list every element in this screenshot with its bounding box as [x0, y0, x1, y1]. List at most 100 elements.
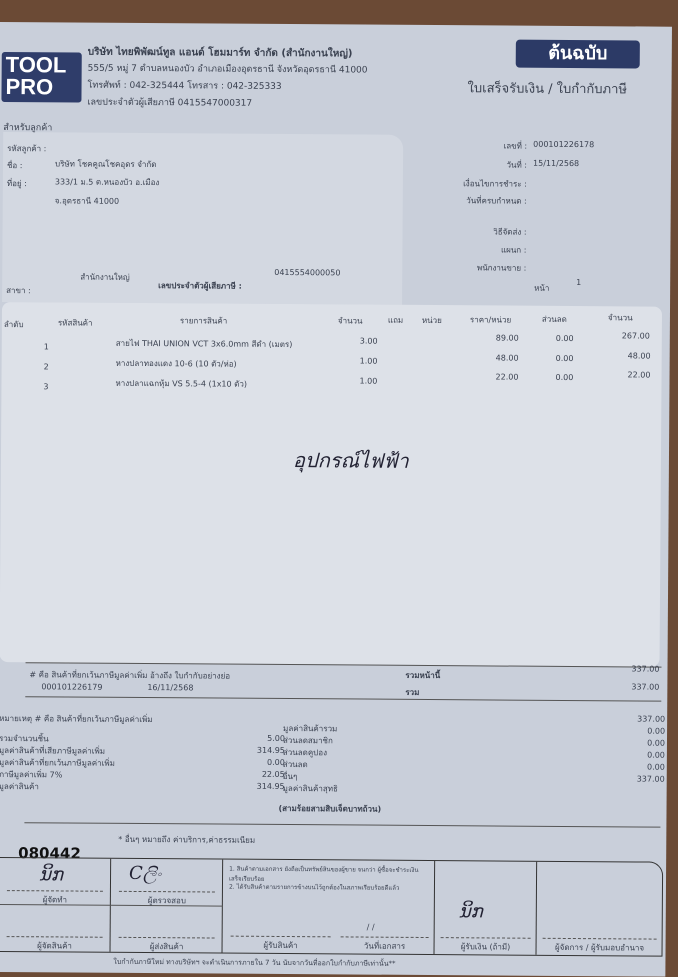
row-desc: หางปลาแฉกหุ้ม VS 5.5-4 (1x10 ตัว)	[115, 378, 248, 389]
summary-row: มูลค่าสินค้ารวม 337.00	[0, 22, 672, 733]
row-desc: หางปลาทองแดง 10-6 (10 ตัว/ห่อ)	[115, 358, 237, 369]
summary-row: รวมจำนวนชิ้น 5.00	[0, 22, 672, 743]
col-unit: หน่วย	[421, 315, 442, 326]
summary-row: ส่วนลดคูปอง 0.00	[0, 22, 672, 758]
summary-row: มูลค่าสินค้าสุทธิ 337.00	[0, 22, 672, 793]
row-discount: 0.00	[555, 353, 574, 364]
cashier: ผู้รับเงิน (ถ้ามี)	[440, 937, 531, 954]
page-number: 1	[576, 278, 582, 288]
exempt-note: # คือ สินค้าที่ยกเว้นภาษีมูลค่าเพิ่ม อ้า…	[29, 670, 231, 681]
checked-by: ผู้ตรวจสอบ	[118, 890, 215, 908]
summary-value: 0.00	[647, 726, 666, 736]
signature-box: ผู้จัดทำ ผู้ตรวจสอบ ผู้จัดสินค้า ผู้ส่งส…	[0, 857, 664, 957]
doc-title: ใบเสร็จรับเงิน / ใบกำกับภาษี	[467, 81, 628, 98]
col-price: ราคา/หน่วย	[469, 315, 512, 325]
col-free: แถม	[387, 315, 404, 325]
row-no: 2	[43, 362, 49, 372]
customer-address-label: ที่อยู่ :	[6, 179, 27, 189]
prepared-by: ผู้จัดทำ	[6, 890, 103, 907]
table-row: 2 หางปลาทองแดง 10-6 (10 ตัว/ห่อ) 1.00 48…	[0, 22, 672, 371]
handwritten-note: อุปกรณ์ไฟฟ้า	[292, 448, 409, 473]
summary-value: 0.00	[647, 750, 665, 760]
row-discount: 0.00	[555, 372, 574, 383]
picker: ผู้จัดสินค้า	[6, 936, 103, 953]
doc-no-label: เลขที่ :	[503, 141, 528, 151]
terms-label: เงื่อนไขการชำระ :	[463, 179, 527, 189]
customer-address-1: 333/1 ม.5 ต.หนองบัว อ.เมือง	[54, 177, 160, 188]
summary-value: 0.00	[646, 762, 665, 772]
summary-value: 337.00	[637, 714, 666, 724]
ref-no: 000101226179	[41, 682, 103, 692]
company-address: 555/5 หมู่ 7 ตำบลหนองบัว อำเภอเมืองอุดรธ…	[87, 63, 368, 76]
dept-label: แผนก :	[500, 245, 527, 255]
company-name: บริษัท ไทยพิพัฒน์ทูล แอนด์ โฮมมาร์ท จำกั…	[87, 46, 353, 60]
other-note: * อื่นๆ หมายถึง ค่าบริการ,ค่าธรรมเนียม	[118, 834, 256, 845]
col-no: ลำดับ	[3, 320, 24, 330]
summary-row: มูลค่าสินค้าที่ยกเว้นภาษีมูลค่าเพิ่ม 0.00	[0, 22, 672, 768]
row-no: 1	[43, 342, 49, 352]
due-label: วันที่ครบกำหนด :	[466, 196, 527, 206]
summary-row: ภาษีมูลค่าเพิ่ม 7% 22.05	[0, 22, 672, 780]
page-total: 337.00	[631, 664, 660, 674]
table-row: 3 หางปลาแฉกหุ้ม VS 5.5-4 (1x10 ตัว) 1.00…	[0, 22, 672, 391]
col-desc: รายการสินค้า	[179, 316, 228, 326]
original-badge: ต้นฉบับ	[515, 39, 640, 69]
row-qty: 1.00	[359, 376, 378, 386]
summary-row: มูลค่าสินค้า 314.95	[0, 22, 672, 791]
terms-2: 2. ได้รับสินค้าตามรายการข้างบนไว้ถูกต้อง…	[228, 883, 400, 892]
row-desc: สายไฟ THAI UNION VCT 3x6.0mm สีดำ (เมตร)	[115, 338, 293, 350]
ship-label: วิธีจัดส่ง :	[493, 227, 527, 237]
col-qty: จำนวน	[337, 316, 363, 326]
row-price: 22.00	[495, 372, 519, 382]
summary-value: 314.95	[256, 745, 285, 756]
row-amount: 22.00	[627, 370, 651, 380]
total: 337.00	[631, 682, 660, 692]
row-qty: 1.00	[359, 356, 378, 366]
summary-label: มูลค่าสินค้า	[0, 782, 39, 792]
customer-tax-label: เลขประจำตัวผู้เสียภาษี :	[158, 281, 242, 291]
row-price: 89.00	[495, 333, 519, 343]
summary-label: มูลค่าสินค้าสุทธิ	[282, 783, 338, 794]
signature-prepared: ນິກ	[38, 864, 64, 886]
row-amount: 48.00	[627, 351, 651, 361]
summary-row: ส่วนลด 0.00	[0, 22, 672, 770]
summary-row: อื่นๆ 0.00	[0, 22, 672, 782]
customer-address-2: จ.อุดรธานี 41000	[54, 196, 120, 206]
branch-label: สาขา :	[6, 286, 31, 296]
total-label: รวม	[405, 687, 420, 697]
summary-value: 337.00	[636, 774, 665, 784]
company-phone: โทรศัพท์ : 042-325444 โทรสาร : 042-32533…	[87, 80, 282, 92]
sender: ผู้ส่งสินค้า	[118, 936, 215, 954]
signature-checked: Cලිං	[128, 862, 162, 885]
col-amount: จำนวน	[607, 313, 633, 323]
row-amount: 267.00	[621, 331, 650, 341]
amount-in-words: (สามร้อยสามสิบเจ็ดบาทถ้วน)	[278, 803, 382, 814]
doc-date-label: วันที่ :	[506, 160, 528, 170]
remark: หมายเหตุ # คือ สินค้าที่ยกเว้นภาษีมูลค่า…	[0, 714, 153, 725]
summary-value: 0.00	[647, 738, 666, 748]
row-discount: 0.00	[555, 333, 574, 344]
customer-name: บริษัท โชคคูณโชคอุดร จำกัด	[54, 159, 157, 170]
doc-no: 000101226178	[533, 139, 595, 150]
page-total-label: รวมหน้านี้	[405, 670, 441, 681]
date-blank: / /	[366, 922, 375, 932]
bottom-note: ใบกำกับภาษีใหม่ ทางบริษัทฯ จะดำเนินการภา…	[113, 957, 396, 968]
summary-row: มูลค่าสินค้าที่เสียภาษีมูลค่าเพิ่ม 314.95	[0, 22, 672, 756]
customer-tax-id: 0415554000050	[274, 267, 341, 278]
ref-date: 16/11/2568	[147, 683, 194, 693]
summary-value: 314.95	[256, 781, 285, 792]
doc-date-sign: วันที่เอกสาร	[340, 936, 429, 954]
col-discount: ส่วนลด	[541, 314, 567, 324]
company-logo: TOOL PRO	[1, 52, 82, 103]
company-tax-id: เลขประจำตัวผู้เสียภาษี 0415547000317	[87, 97, 253, 109]
summary-value: 0.00	[266, 757, 285, 768]
col-code: รหัสสินค้า	[57, 318, 93, 328]
row-qty: 3.00	[359, 336, 378, 346]
receiver: ผู้รับสินค้า	[230, 935, 331, 953]
customer-code-label: รหัสลูกค้า :	[7, 144, 47, 154]
table-row: 1 สายไฟ THAI UNION VCT 3x6.0mm สีดำ (เมต…	[0, 22, 672, 351]
summary-value: 22.05	[261, 769, 285, 780]
doc-date: 15/11/2568	[532, 158, 580, 169]
customer-branch: สำนักงานใหญ่	[80, 272, 130, 282]
page-label: หน้า	[534, 283, 550, 293]
